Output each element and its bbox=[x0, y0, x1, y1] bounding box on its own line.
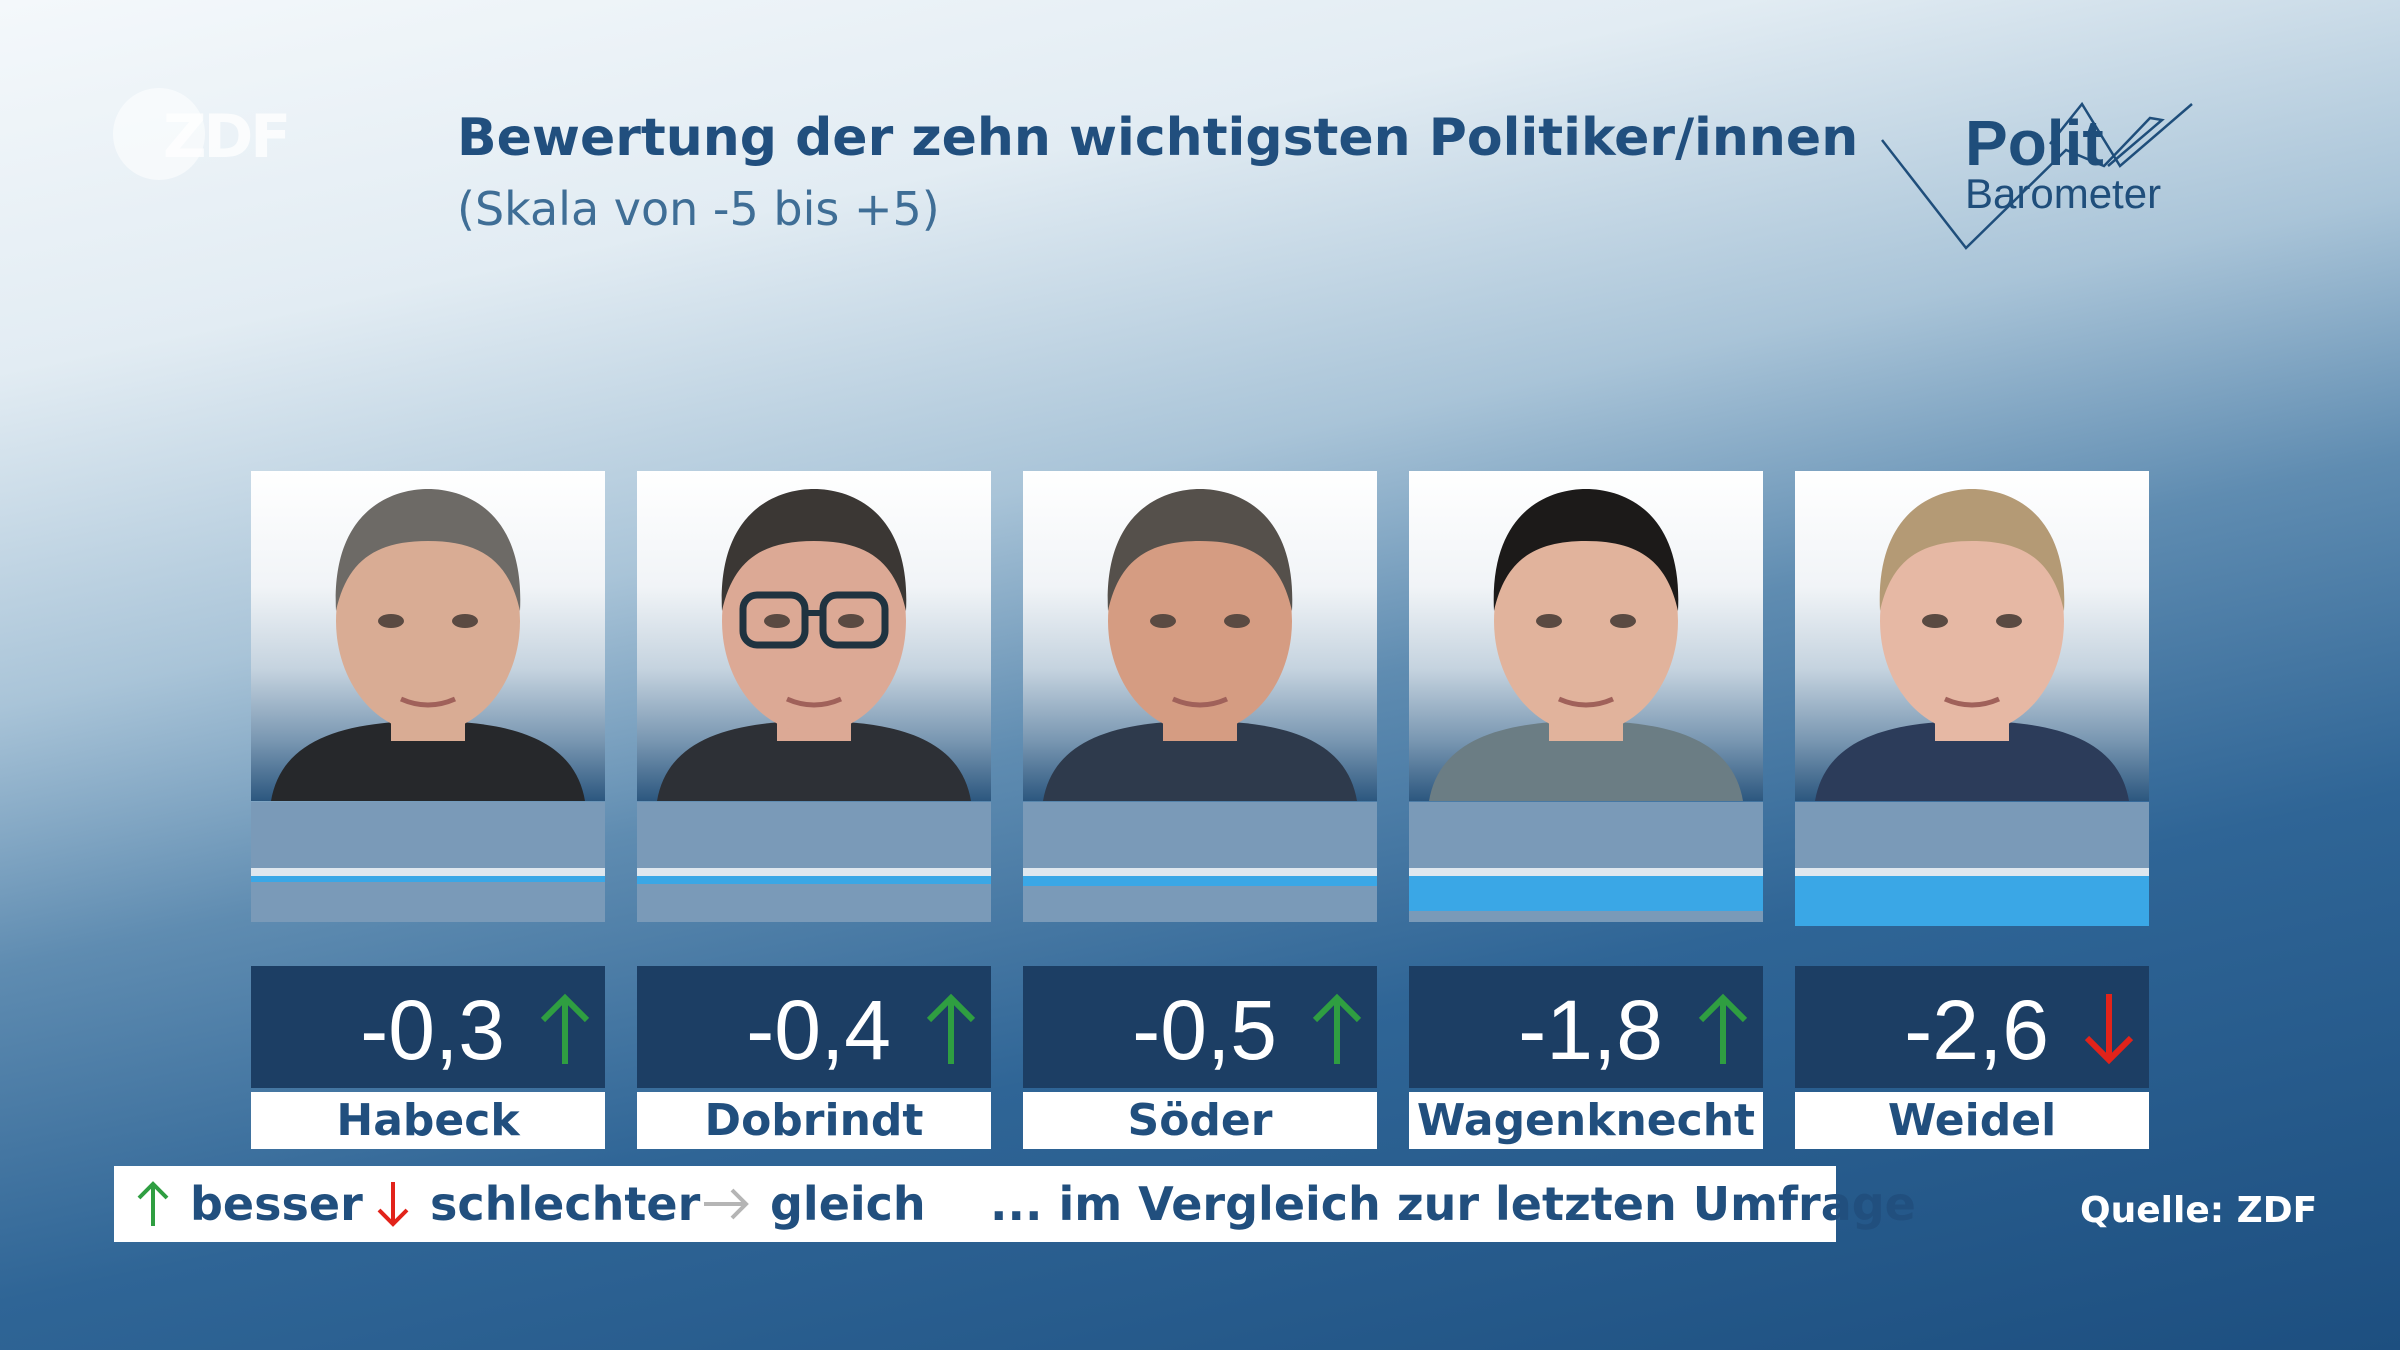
legend-comparison-text: ... im Vergleich zur letzten Umfrage bbox=[990, 1177, 1916, 1231]
portrait-icon bbox=[657, 489, 971, 801]
name-box: Weidel bbox=[1795, 1092, 2149, 1149]
portrait-icon bbox=[1815, 489, 2129, 801]
politician-card-söder: -0,5 Söder bbox=[1023, 471, 1377, 1149]
politician-photo bbox=[251, 471, 605, 801]
value-label: -2,6 bbox=[1904, 983, 2049, 1077]
legend-label-worse: schlechter bbox=[430, 1177, 701, 1231]
portrait-icon bbox=[1043, 489, 1357, 801]
bar-dobrindt bbox=[637, 876, 991, 884]
politbarometer-zigzag-icon bbox=[1881, 101, 2193, 250]
politician-photo bbox=[637, 471, 991, 801]
value-label: -0,3 bbox=[360, 983, 505, 1077]
legend-item-worse: schlechter bbox=[376, 1166, 700, 1242]
bar-area bbox=[637, 802, 991, 922]
name-box: Söder bbox=[1023, 1092, 1377, 1149]
zdf-logo: ZDF bbox=[113, 88, 333, 183]
trend-arrow-down-icon bbox=[2084, 994, 2134, 1065]
chart-subtitle: (Skala von -5 bis +5) bbox=[457, 182, 940, 236]
zdf-logo-disc bbox=[113, 88, 205, 180]
politbarometer-logo: Polit Barometer bbox=[1880, 96, 2250, 256]
bar-weidel bbox=[1795, 876, 2149, 926]
zero-line bbox=[1795, 868, 2149, 876]
bar-area bbox=[1409, 802, 1763, 922]
arrow-right-icon bbox=[704, 1188, 749, 1220]
legend: besser schlechter gleich ... im Vergleic… bbox=[114, 1166, 1916, 1242]
zero-line bbox=[251, 868, 605, 876]
politician-name: Dobrindt bbox=[704, 1095, 924, 1146]
politician-card-weidel: -2,6 Weidel bbox=[1795, 471, 2149, 1149]
politician-card-dobrindt: -0,4 Dobrindt bbox=[637, 471, 991, 1149]
politician-name: Söder bbox=[1127, 1095, 1273, 1146]
portrait-icon bbox=[1429, 489, 1743, 801]
value-box: -0,3 bbox=[251, 966, 605, 1088]
value-box: -0,5 bbox=[1023, 966, 1377, 1088]
arrow-up-icon bbox=[137, 1181, 169, 1226]
zero-line bbox=[1023, 868, 1377, 876]
arrow-down-icon bbox=[377, 1182, 409, 1227]
bar-wagenknecht bbox=[1409, 876, 1763, 911]
value-box: -0,4 bbox=[637, 966, 991, 1088]
bar-söder bbox=[1023, 876, 1377, 886]
politician-photo bbox=[1795, 471, 2149, 801]
legend-item-comparison: ... im Vergleich zur letzten Umfrage bbox=[990, 1166, 1916, 1242]
value-label: -0,4 bbox=[746, 983, 891, 1077]
bar-area bbox=[1795, 802, 2149, 926]
zero-line bbox=[1409, 868, 1763, 876]
politician-name: Habeck bbox=[336, 1095, 520, 1146]
legend-label-same: gleich bbox=[770, 1177, 926, 1231]
legend-item-same: gleich bbox=[702, 1166, 926, 1242]
legend-label-better: besser bbox=[190, 1177, 363, 1231]
name-box: Wagenknecht bbox=[1409, 1092, 1763, 1149]
legend-item-better: besser bbox=[136, 1166, 363, 1242]
trend-arrow-up-icon bbox=[540, 993, 590, 1064]
zero-line bbox=[637, 868, 991, 876]
value-box: -1,8 bbox=[1409, 966, 1763, 1088]
politbarometer-line1: Polit bbox=[1965, 107, 2104, 179]
politbarometer-line2: Barometer bbox=[1965, 170, 2162, 217]
name-box: Habeck bbox=[251, 1092, 605, 1149]
politician-card-wagenknecht: -1,8 Wagenknecht bbox=[1409, 471, 1763, 1149]
politician-name: Wagenknecht bbox=[1416, 1095, 1756, 1146]
value-label: -1,8 bbox=[1518, 983, 1663, 1077]
value-label: -0,5 bbox=[1132, 983, 1277, 1077]
trend-arrow-up-icon bbox=[926, 993, 976, 1064]
politician-photo bbox=[1023, 471, 1377, 801]
source-label: Quelle: ZDF bbox=[2080, 1190, 2318, 1231]
trend-arrow-up-icon bbox=[1698, 993, 1748, 1064]
bar-area bbox=[1023, 802, 1377, 922]
portrait-icon bbox=[271, 489, 585, 801]
value-box: -2,6 bbox=[1795, 966, 2149, 1088]
zdf-logo-text: ZDF bbox=[163, 102, 291, 172]
bar-habeck bbox=[251, 876, 605, 882]
trend-arrow-up-icon bbox=[1312, 993, 1362, 1064]
politician-name: Weidel bbox=[1887, 1095, 2057, 1146]
name-box: Dobrindt bbox=[637, 1092, 991, 1149]
politician-card-habeck: -0,3 Habeck bbox=[251, 471, 605, 1149]
politician-photo bbox=[1409, 471, 1763, 801]
chart-title: Bewertung der zehn wichtigsten Politiker… bbox=[457, 108, 1859, 168]
bar-area bbox=[251, 802, 605, 922]
